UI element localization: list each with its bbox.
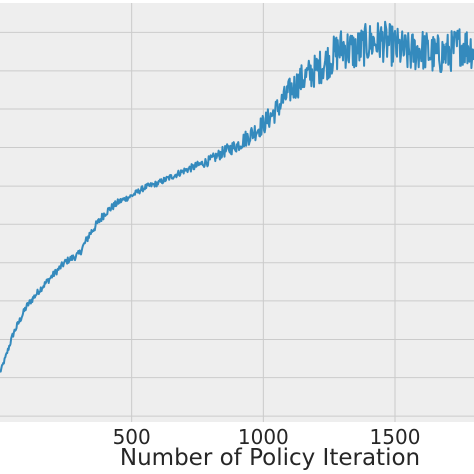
plot-area — [0, 3, 474, 422]
x-axis-ticks: 500 1000 1500 — [113, 425, 421, 449]
series-line — [0, 20, 474, 373]
x-tick-label: 1500 — [370, 425, 421, 449]
x-axis-label: Number of Policy Iteration — [120, 445, 420, 471]
series-layer — [0, 20, 474, 373]
x-tick-label: 1000 — [238, 425, 289, 449]
x-tick-label: 500 — [113, 425, 151, 449]
